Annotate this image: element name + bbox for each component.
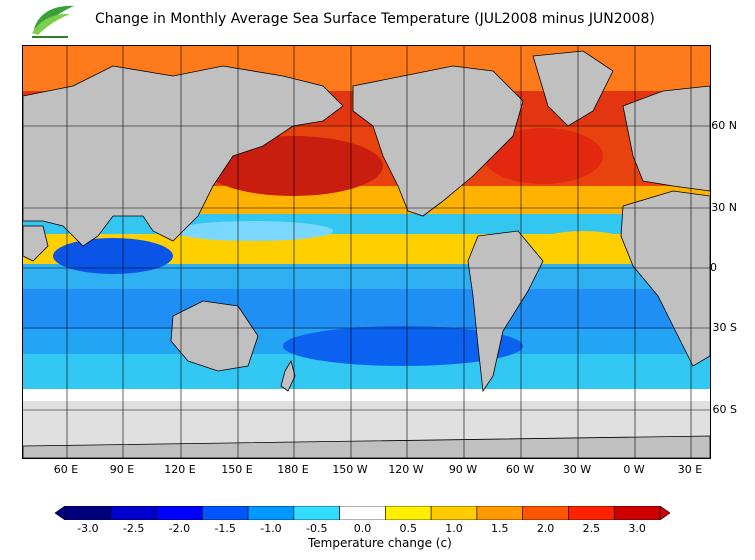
colorbar-swatch xyxy=(522,506,569,520)
sst-change-map xyxy=(22,45,711,459)
lon-label-90w: 90 W xyxy=(448,463,478,476)
colorbar-tick-label: 0.5 xyxy=(399,522,418,535)
lon-label-150e: 150 E xyxy=(221,463,253,476)
lon-label-120e: 120 E xyxy=(164,463,196,476)
south-america-landmass xyxy=(467,230,544,393)
colorbar-tick-label: 1.5 xyxy=(491,522,509,535)
page-title: Change in Monthly Average Sea Surface Te… xyxy=(95,11,655,27)
colorbar-swatch xyxy=(430,506,478,520)
colorbar-swatch xyxy=(64,506,112,520)
colorbar-swatch xyxy=(613,506,661,520)
colorbar-swatch xyxy=(293,506,340,520)
colorbar-tick-label: -1.0 xyxy=(260,522,282,535)
lat-label-60s: 60 S xyxy=(712,403,737,416)
europe-landmass xyxy=(622,85,710,192)
colorbar-max-arrow xyxy=(659,506,670,520)
lon-label-0w: 0 W xyxy=(623,463,645,476)
colorbar-tick-label: -2.5 xyxy=(122,522,145,535)
lon-label-150w: 150 W xyxy=(332,463,368,476)
lon-label-120w: 120 W xyxy=(388,463,424,476)
colorbar xyxy=(55,506,670,520)
colorbar-swatch xyxy=(568,506,615,520)
lon-label-90e: 90 E xyxy=(109,463,135,476)
colorbar-title: Temperature change (c) xyxy=(308,536,452,550)
lat-label-30s: 30 S xyxy=(712,321,737,334)
arabia-landmass xyxy=(23,225,49,262)
lat-label-equator: 0 xyxy=(710,261,717,274)
colorbar-swatch xyxy=(339,506,386,520)
antarctica-landmass xyxy=(23,435,710,458)
colorbar-swatch xyxy=(202,506,249,520)
colorbar-swatch xyxy=(156,506,203,520)
colorbar-tick-label: 3.0 xyxy=(628,522,646,535)
lon-label-180e: 180 E xyxy=(277,463,309,476)
colorbar-swatch xyxy=(110,506,157,520)
colorbar-tick-label: -1.5 xyxy=(214,522,236,535)
lat-label-30n: 30 N xyxy=(711,201,737,214)
colorbar-swatch xyxy=(247,506,295,520)
africa-landmass xyxy=(620,190,710,367)
asia-landmass xyxy=(23,65,344,247)
greenland-landmass xyxy=(532,50,614,127)
colorbar-tick-label: 2.5 xyxy=(582,522,601,535)
logo-icon xyxy=(32,5,74,38)
lon-label-30w: 30 W xyxy=(562,463,592,476)
colorbar-tick-label: -0.5 xyxy=(305,522,328,535)
colorbar-swatch xyxy=(385,506,432,520)
colorbar-tick-label: 2.0 xyxy=(536,522,555,535)
lon-label-60e: 60 E xyxy=(53,463,79,476)
australia-landmass xyxy=(170,300,259,372)
lon-label-30e: 30 E xyxy=(677,463,703,476)
colorbar-tick-label: 1.0 xyxy=(445,522,463,535)
grid-lines xyxy=(23,46,710,458)
lon-label-60w: 60 W xyxy=(505,463,535,476)
colorbar-tick-label: -2.0 xyxy=(168,522,191,535)
north-america-landmass xyxy=(352,65,524,217)
landmasses xyxy=(23,50,710,458)
colorbar-swatch xyxy=(476,506,523,520)
new-zealand-landmass xyxy=(280,359,296,392)
map-canvas xyxy=(23,46,710,458)
colorbar-min-arrow xyxy=(55,506,66,520)
colorbar-tick-label: -3.0 xyxy=(77,522,99,535)
colorbar-tick-label: 0.0 xyxy=(353,522,372,535)
lat-label-60n: 60 N xyxy=(711,119,737,132)
